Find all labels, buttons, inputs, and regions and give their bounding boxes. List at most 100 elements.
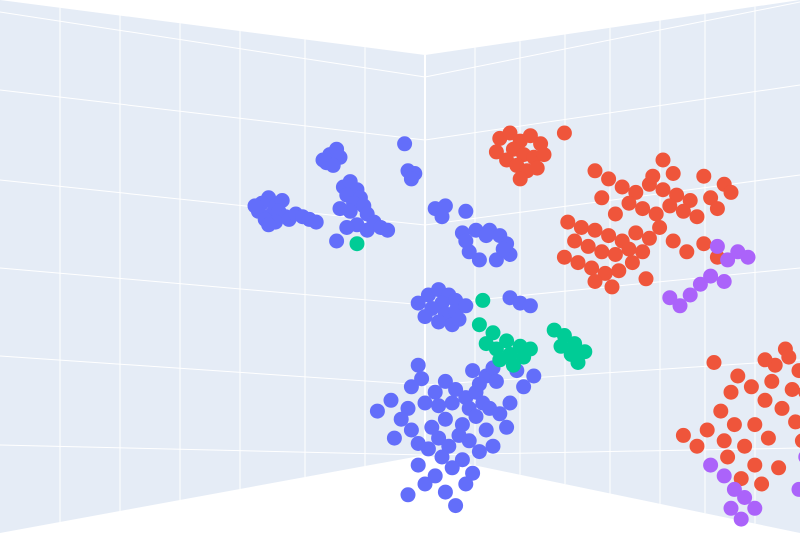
data-point — [444, 460, 460, 476]
data-point — [560, 214, 576, 230]
data-point — [529, 160, 545, 176]
data-point — [594, 244, 610, 260]
data-point — [485, 438, 501, 454]
data-point — [431, 430, 447, 446]
series-1 — [488, 125, 800, 492]
data-point — [726, 481, 742, 497]
data-point — [635, 201, 651, 217]
data-point — [403, 379, 419, 395]
data-point — [665, 233, 681, 249]
data-point — [682, 193, 698, 208]
data-point — [431, 398, 447, 414]
data-point — [434, 449, 450, 465]
data-point — [417, 309, 433, 325]
data-point — [716, 433, 732, 449]
data-point — [747, 417, 763, 433]
data-point — [754, 476, 770, 492]
data-point — [448, 382, 464, 397]
data-point — [471, 317, 487, 333]
data-point — [454, 452, 470, 468]
data-point — [706, 355, 722, 370]
data-point — [570, 255, 586, 271]
data-point — [261, 217, 277, 233]
data-point — [665, 166, 681, 181]
data-point — [611, 263, 627, 279]
data-point — [444, 395, 460, 411]
data-point — [325, 157, 341, 173]
data-point — [580, 238, 596, 254]
data-point — [703, 268, 719, 284]
data-point — [488, 144, 504, 160]
data-point — [730, 368, 746, 384]
data-point — [522, 298, 538, 314]
data-point — [308, 214, 324, 230]
data-point — [794, 433, 800, 448]
data-point — [692, 276, 708, 292]
data-point — [587, 274, 603, 289]
data-point — [621, 195, 637, 211]
data-point — [478, 336, 494, 352]
data-point — [349, 236, 365, 252]
data-point — [461, 433, 477, 449]
data-point — [669, 187, 685, 203]
data-point — [332, 201, 348, 217]
data-point — [403, 422, 419, 438]
data-point — [505, 357, 521, 373]
data-point — [652, 220, 668, 235]
data-point — [526, 368, 542, 384]
data-point — [502, 125, 518, 141]
data-point — [771, 460, 787, 476]
data-point — [553, 338, 569, 354]
data-point — [723, 384, 739, 400]
data-point — [784, 382, 800, 397]
data-point — [624, 255, 640, 271]
data-point — [458, 203, 474, 219]
data-point — [556, 249, 572, 265]
data-point — [512, 171, 528, 187]
right-wall — [425, 0, 800, 533]
data-point — [410, 357, 426, 373]
data-point — [791, 481, 800, 497]
data-point — [536, 147, 552, 163]
data-point — [788, 414, 800, 430]
data-point — [247, 198, 263, 214]
data-point — [386, 430, 402, 446]
data-point — [417, 395, 433, 411]
data-point — [499, 419, 515, 435]
data-point — [604, 279, 620, 295]
data-point — [682, 287, 698, 303]
data-point — [516, 379, 532, 395]
data-point — [621, 241, 637, 257]
data-point — [638, 271, 654, 287]
data-point — [733, 511, 749, 527]
data-point — [495, 241, 511, 257]
series-2 — [349, 236, 593, 373]
data-point — [471, 376, 487, 392]
data-point — [577, 344, 593, 360]
left-wall — [0, 0, 425, 533]
data-point — [329, 233, 345, 249]
data-point — [774, 400, 790, 416]
data-point — [703, 457, 719, 473]
data-point — [465, 363, 481, 379]
data-point — [781, 349, 797, 365]
data-point — [733, 471, 749, 487]
data-point — [720, 252, 736, 268]
data-point — [502, 395, 518, 411]
data-point — [757, 352, 773, 368]
data-point — [570, 355, 586, 370]
data-point — [607, 206, 623, 222]
data-point — [400, 400, 416, 416]
data-point — [601, 228, 617, 244]
data-point — [614, 179, 630, 195]
data-point — [427, 468, 443, 484]
data-point — [675, 427, 691, 443]
data-point — [417, 476, 433, 492]
data-point — [696, 168, 712, 184]
data-point — [747, 457, 763, 473]
data-point — [437, 484, 453, 500]
data-point — [689, 209, 705, 225]
